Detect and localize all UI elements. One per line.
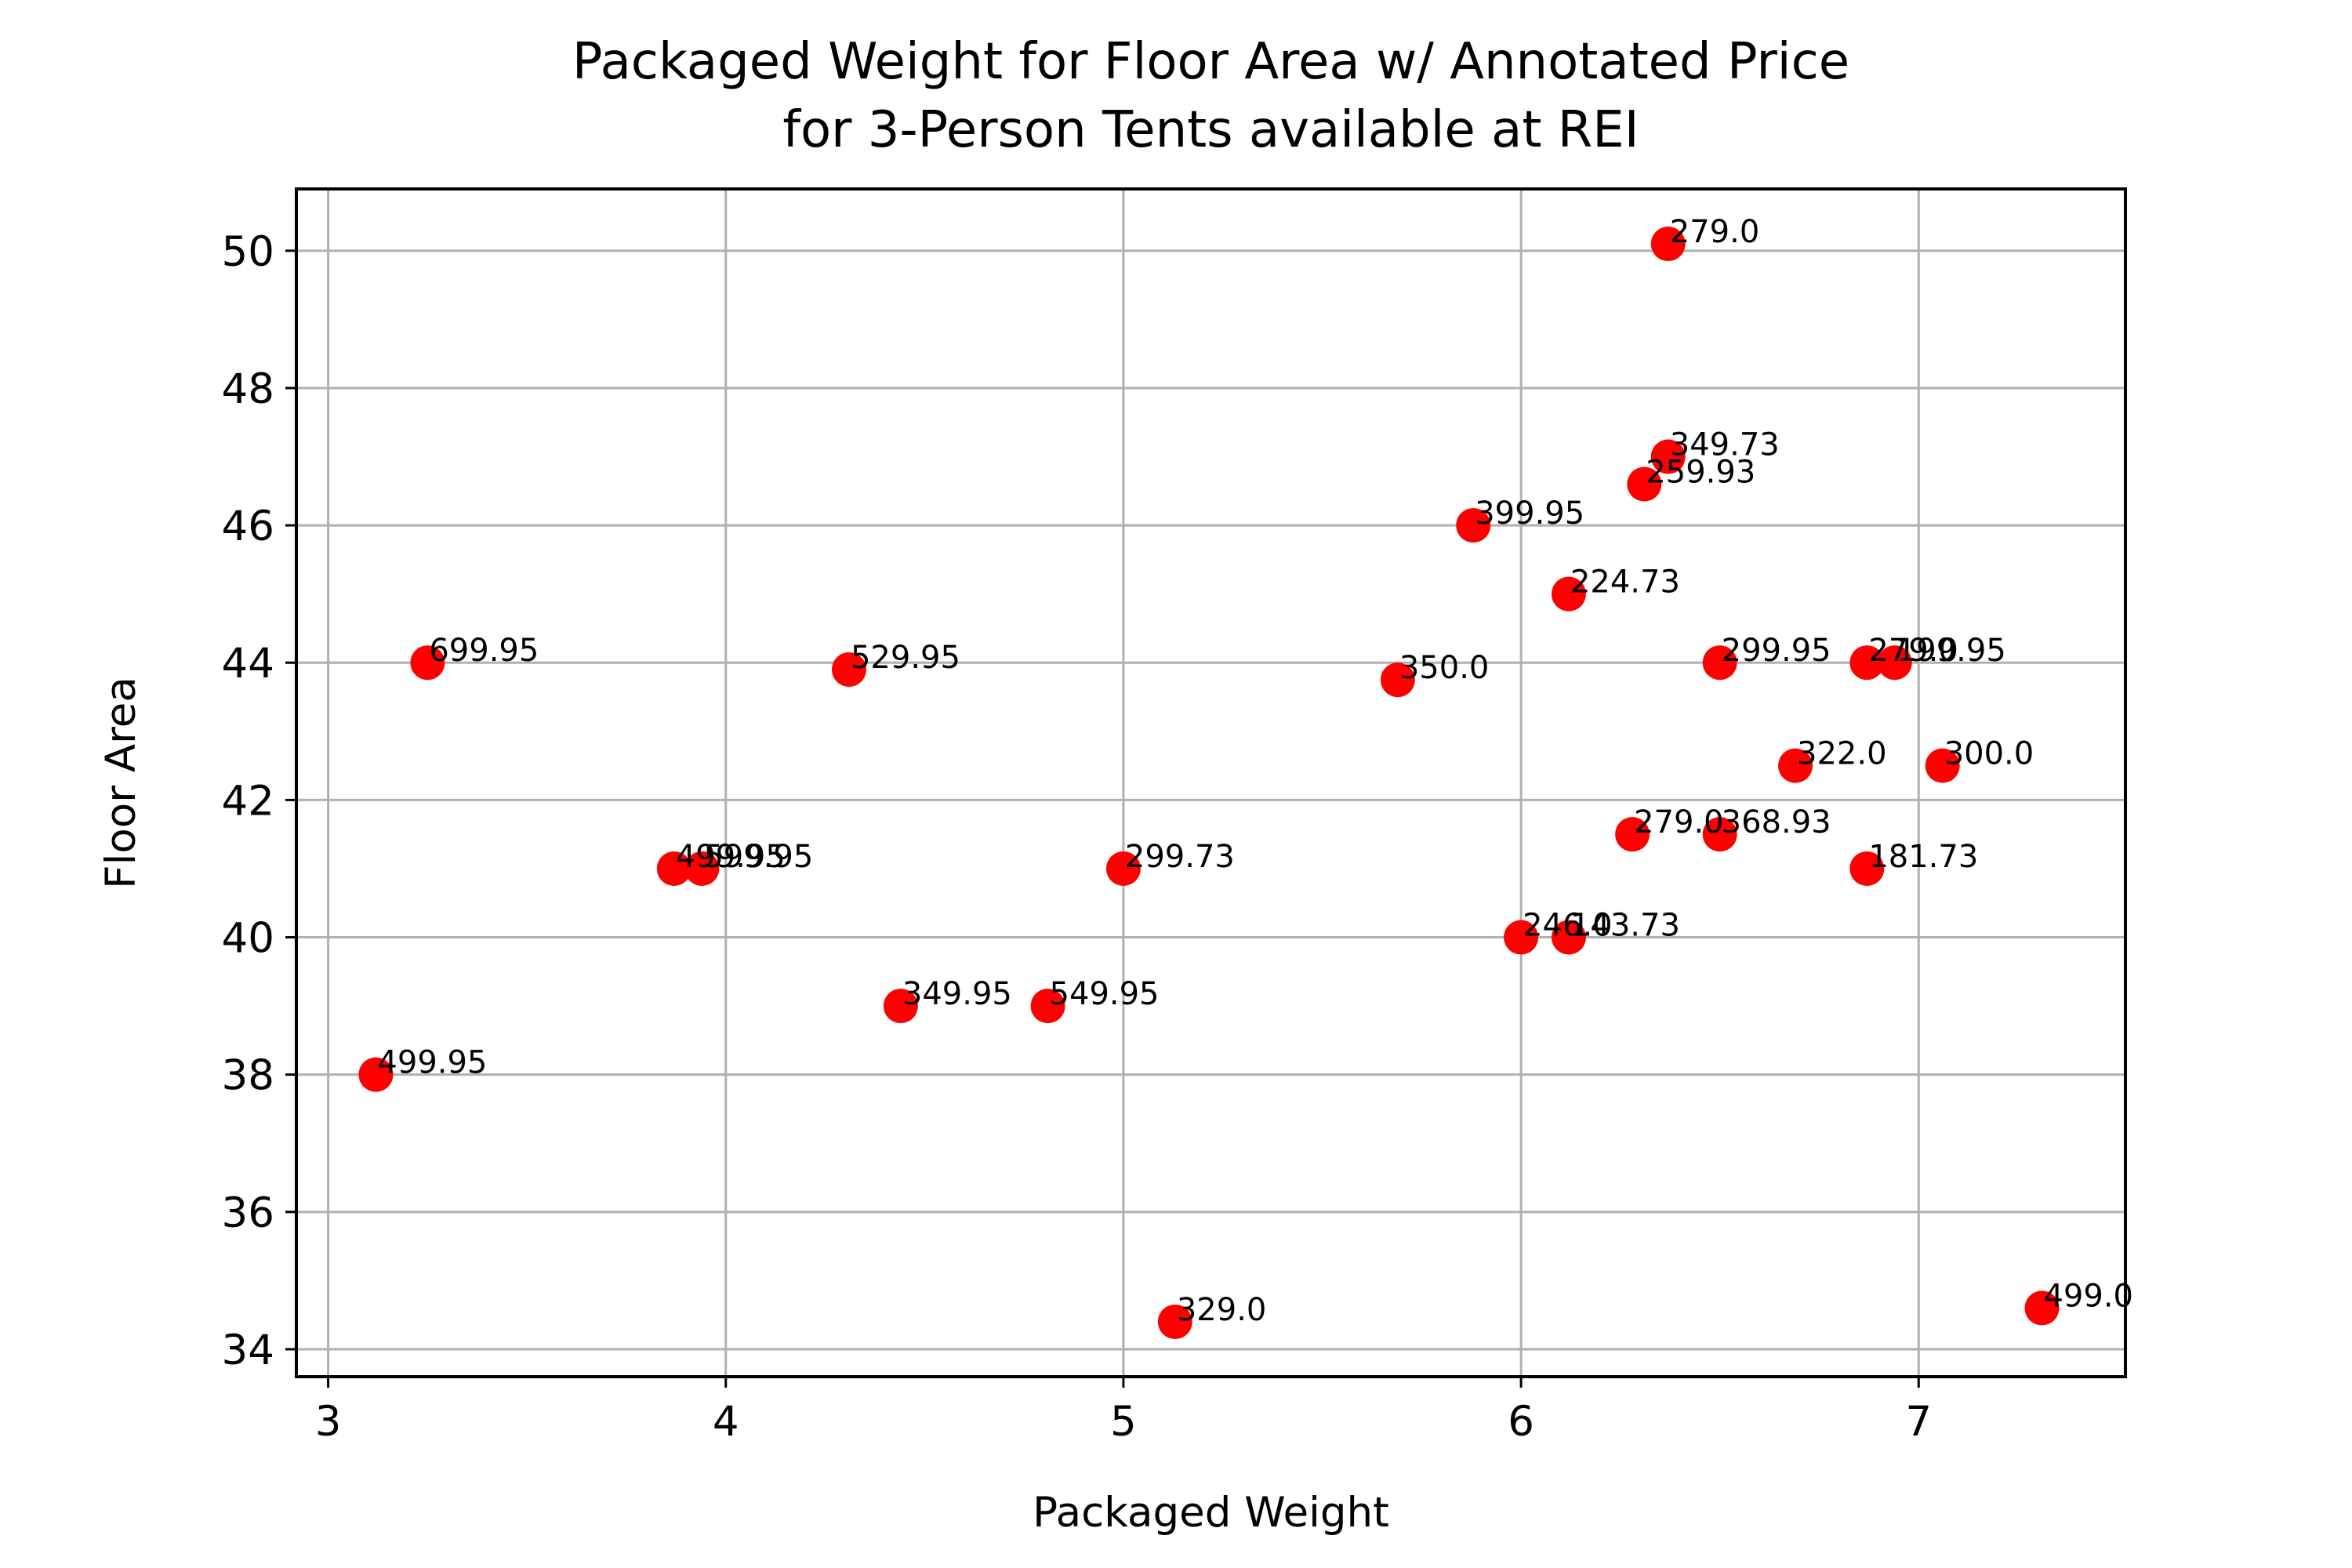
point-label: 299.73 xyxy=(1125,839,1235,875)
data-point xyxy=(2024,1290,2060,1326)
data-point xyxy=(1456,508,1491,543)
data-point xyxy=(1650,227,1686,262)
point-label: 224.73 xyxy=(1570,564,1680,601)
x-axis-ticks: 3 4 5 6 7 xyxy=(315,1377,1932,1446)
y-tick-label: 46 xyxy=(222,503,274,550)
data-point xyxy=(1627,466,1662,502)
data-point xyxy=(1877,645,1912,681)
data-point xyxy=(1849,645,1885,681)
y-tick-label: 40 xyxy=(222,915,274,963)
y-tick-label: 48 xyxy=(222,365,274,413)
point-label: 349.73 xyxy=(1670,427,1780,463)
data-point xyxy=(684,851,720,886)
y-axis-ticks: 34 36 38 40 42 44 46 48 50 xyxy=(222,228,296,1374)
point-label: 299.95 xyxy=(1722,633,1831,669)
data-point xyxy=(656,851,691,886)
chart-title: Packaged Weight for Floor Area w/ Annota… xyxy=(572,33,1849,159)
point-label: 499.0 xyxy=(2043,1278,2133,1314)
point-label: 529.95 xyxy=(851,640,960,676)
data-point xyxy=(883,989,918,1024)
point-label: 259.93 xyxy=(1646,455,1755,491)
x-tick-label: 3 xyxy=(315,1398,342,1446)
x-tick-label: 7 xyxy=(1905,1398,1932,1446)
point-label: 199.95 xyxy=(1896,633,2006,669)
point-label: 246.0 xyxy=(1523,908,1613,944)
data-point xyxy=(1650,439,1686,474)
point-label: 699.95 xyxy=(429,633,539,669)
y-tick-label: 36 xyxy=(222,1189,274,1237)
point-label: 599.95 xyxy=(703,839,813,875)
data-point xyxy=(1551,576,1586,612)
data-point xyxy=(831,652,866,688)
point-label: 322.0 xyxy=(1797,736,1887,772)
grid-lines xyxy=(296,189,2125,1377)
data-point xyxy=(410,645,445,681)
data-point xyxy=(1504,920,1539,955)
point-label: 279.0 xyxy=(1670,214,1760,250)
chart-title-line: for 3-Person Tents available at REI xyxy=(782,101,1639,159)
point-label: 499.95 xyxy=(676,839,786,875)
point-label: 329.0 xyxy=(1177,1292,1267,1328)
data-point xyxy=(1702,645,1737,681)
y-tick-label: 50 xyxy=(222,228,274,276)
data-point xyxy=(1849,851,1885,886)
point-label: 399.95 xyxy=(1475,495,1584,532)
data-point xyxy=(1702,817,1737,852)
chart-title-line: Packaged Weight for Floor Area w/ Annota… xyxy=(572,33,1849,91)
point-label: 279.0 xyxy=(1868,633,1958,669)
y-tick-label: 44 xyxy=(222,640,274,688)
data-point xyxy=(1157,1304,1192,1339)
point-label: 300.0 xyxy=(1944,736,2034,772)
x-axis-label: Packaged Weight xyxy=(1033,1489,1389,1537)
point-label: 350.0 xyxy=(1399,650,1490,686)
y-axis-label: Floor Area xyxy=(97,677,145,889)
y-tick-label: 42 xyxy=(222,777,274,825)
data-point xyxy=(1105,851,1141,886)
data-point xyxy=(1030,989,1065,1024)
y-tick-label: 38 xyxy=(222,1052,274,1100)
point-label: 549.95 xyxy=(1050,976,1160,1012)
point-label: 181.73 xyxy=(1868,839,1978,875)
point-label: 143.73 xyxy=(1570,908,1680,944)
data-points xyxy=(358,227,2060,1339)
x-tick-label: 4 xyxy=(713,1398,739,1446)
data-point xyxy=(1551,920,1586,955)
y-tick-label: 34 xyxy=(222,1327,274,1374)
plot-frame xyxy=(295,187,2127,1378)
data-point xyxy=(358,1057,394,1092)
data-point xyxy=(1380,662,1415,698)
data-point xyxy=(1925,748,1960,783)
point-label: 368.93 xyxy=(1722,804,1831,840)
x-tick-label: 6 xyxy=(1508,1398,1534,1446)
point-label: 279.0 xyxy=(1634,804,1724,840)
data-point xyxy=(1615,817,1650,852)
data-point xyxy=(1778,748,1813,783)
x-tick-label: 5 xyxy=(1110,1398,1137,1446)
point-label: 349.95 xyxy=(902,976,1012,1012)
point-label: 499.95 xyxy=(377,1045,487,1081)
